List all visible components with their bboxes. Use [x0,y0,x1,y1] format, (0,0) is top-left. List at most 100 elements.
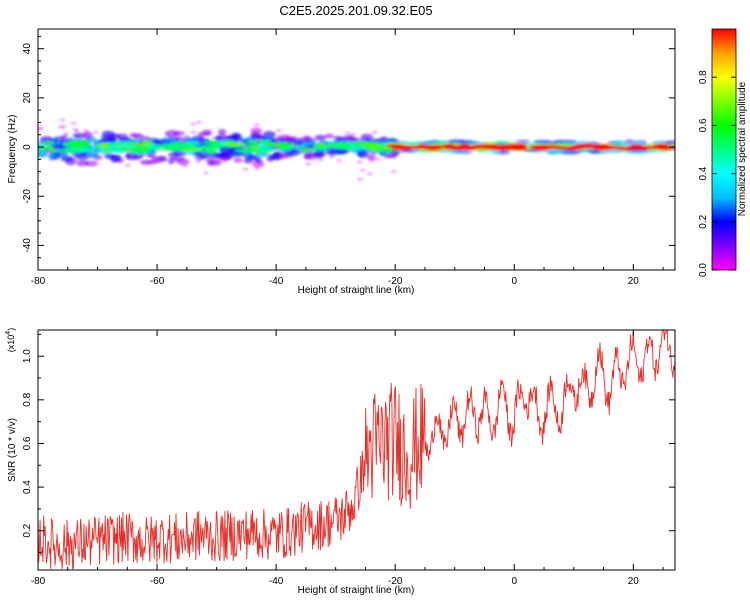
snr-y-multiplier: (x104) [5,328,16,352]
heatmap-cell [233,157,243,163]
heatmap-outlier [254,166,261,170]
heatmap-peak [531,145,553,150]
heatmap-cell [161,137,174,142]
heatmap-cell [107,136,116,143]
heatmap-peak [400,145,423,150]
heatmap-outlier [356,160,363,164]
spectrogram-x-axis: -80 -60 -40 -20 0 20 [31,29,664,287]
x-tick-label: -20 [388,576,403,587]
heatmap-outlier [310,157,317,161]
heatmap-outlier [137,141,144,145]
heatmap-cell [60,152,69,160]
colorbar-tick-label: 0.6 [698,118,709,132]
heatmap-peak [502,144,523,149]
heatmap-outlier [181,164,188,168]
heatmap-cell [301,135,313,144]
colorbar-tick-label: 0.8 [698,70,709,84]
heatmap-cell [242,152,254,160]
heatmap-outlier [63,131,70,135]
heatmap-outlier [70,121,77,125]
heatmap-peak [182,148,203,153]
heatmap-peak [575,143,594,148]
heatmap-cell [202,129,213,136]
heatmap-outlier [275,137,281,141]
colorbar-tick-label: 0.0 [698,263,709,277]
figure-title: C2E5.2025.201.09.32.E05 [279,3,432,18]
heatmap-outlier [359,168,366,172]
heatmap-peak [198,145,221,150]
heatmap-outlier [82,129,89,133]
heatmap-outlier [202,151,209,155]
spectrogram-panel: -80 -60 -40 -20 0 20 40 20 0 -20 -40 Height of st… [7,28,676,296]
spectrogram-y-axis: 40 20 0 -20 -40 [22,35,675,259]
heatmap-outlier [305,162,312,166]
heatmap-outlier [92,130,99,134]
x-tick-label: -80 [31,276,46,287]
heatmap-peak [325,142,348,147]
heatmap-outlier [366,172,373,176]
heatmap-outlier [371,130,378,134]
y-tick-label: -40 [22,238,33,253]
colorbar: 0.0 0.2 0.4 0.6 0.8 Normalized spectral ampl… [698,28,748,277]
heatmap-outlier [86,139,93,142]
heatmap-cell [110,154,120,163]
heatmap-outlier [285,152,291,156]
colorbar-tick-label: 0.2 [698,214,709,228]
heatmap-outlier [52,147,59,151]
snr-x-axis: -80 -60 -40 -20 0 20 [31,330,664,587]
heatmap-cell [337,136,348,142]
heatmap-peak [145,145,162,150]
heatmap-outlier [317,158,324,162]
heatmap-peak [203,140,222,145]
x-tick-label: 20 [628,576,640,587]
heatmap-cell [168,151,180,158]
heatmap-cell [167,157,175,165]
x-tick-label: -40 [269,576,284,587]
heatmap-peak [42,141,55,145]
x-tick-label: -80 [31,576,46,587]
heatmap-cell [206,157,216,166]
heatmap-peak [168,144,185,149]
heatmap-outlier [81,133,88,137]
x-tick-label: -60 [150,576,165,587]
x-tick-label: 20 [628,276,640,287]
heatmap-cell [230,132,241,139]
heatmap-outlier [72,127,79,131]
colorbar-ticks: 0.0 0.2 0.4 0.6 0.8 [698,70,736,277]
heatmap-outlier [44,148,51,151]
heatmap-cell [252,160,265,168]
heatmap-outlier [313,135,320,139]
snr-plot-frame [37,329,676,571]
x-tick-label: -60 [150,276,165,287]
heatmap-outlier [390,170,397,174]
heatmap-peak [70,147,94,152]
heatmap-cell [60,134,68,140]
heatmap-outlier [195,120,202,124]
heatmap-outlier [336,158,343,162]
heatmap-cell [243,157,253,164]
heatmap-cell [147,159,161,165]
y-tick-label: 0.2 [22,523,33,537]
heatmap-outlier [278,153,285,157]
heatmap-outlier [350,133,357,137]
y-tick-label: 20 [22,92,33,104]
heatmap-peak [223,142,247,147]
heatmap-outlier [175,137,182,141]
heatmap-outlier [124,163,131,167]
heatmap-peak [362,144,382,148]
heatmap-outlier [138,134,145,138]
y-tick-label: -20 [22,189,33,204]
spectrogram-x-label: Height of straight line (km) [298,285,415,296]
heatmap-peak [616,146,630,151]
heatmap-outlier [328,154,335,158]
snr-y-axis: 0.2 0.4 0.6 0.8 1.0 [22,333,675,554]
heatmap-outlier [129,133,136,137]
heatmap-outlier [197,140,204,144]
heatmap-outlier [181,140,188,144]
heatmap-cell [125,152,138,161]
heatmap-cell [324,133,334,139]
heatmap-cell [158,156,165,162]
heatmap-outlier [323,142,330,146]
heatmap-outlier [195,159,202,163]
